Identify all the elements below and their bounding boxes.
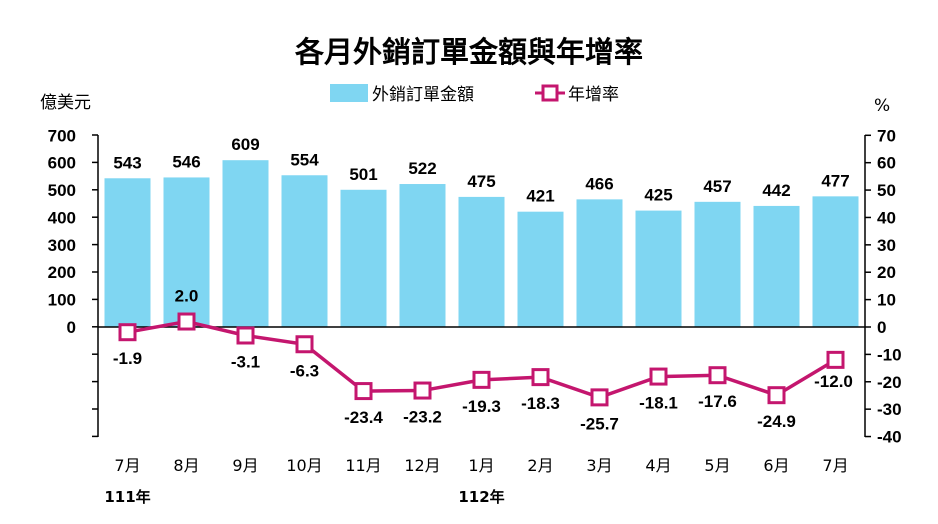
bar-value-label: 457	[703, 177, 731, 196]
x-axis-category-label: 7月	[114, 456, 140, 475]
growth-rate-marker	[826, 350, 845, 369]
bar-value-label: 501	[349, 165, 377, 184]
legend: 外銷訂單金額 年增率	[330, 84, 619, 105]
left-axis-tick-label: 300	[48, 236, 76, 255]
growth-rate-marker	[708, 366, 727, 385]
left-axis-tick-label: 500	[48, 181, 76, 200]
right-axis-tick-label: 50	[877, 181, 896, 200]
growth-rate-marker	[472, 370, 491, 389]
legend-line-marker	[541, 84, 559, 102]
x-axis-category-label: 8月	[173, 456, 199, 475]
right-axis-tick-label: -30	[877, 400, 902, 419]
bar-value-label: 543	[113, 153, 141, 172]
growth-rate-marker	[177, 312, 196, 331]
right-axis-tick-label: -20	[877, 373, 902, 392]
right-axis-tick-label: 0	[877, 318, 886, 337]
legend-bar-label: 外銷訂單金額	[372, 85, 474, 105]
right-axis-tick-label: 10	[877, 291, 896, 310]
bar	[635, 210, 682, 327]
bar-value-label: 609	[231, 135, 259, 154]
right-axis-tick-label: 60	[877, 154, 896, 173]
growth-rate-value-label: -17.6	[698, 392, 737, 411]
bar	[222, 160, 269, 327]
right-axis-unit: %	[874, 96, 890, 116]
left-axis-tick-label: 600	[48, 154, 76, 173]
growth-rate-marker	[649, 367, 668, 386]
growth-rate-marker	[767, 386, 786, 405]
bar	[694, 201, 741, 327]
growth-rate-marker	[590, 388, 609, 407]
growth-rate-value-label: -24.9	[757, 412, 796, 431]
x-axis-category-label: 12月	[404, 456, 440, 475]
left-axis-tick-label: 0	[67, 318, 76, 337]
chart-title: 各月外銷訂單金額與年增率	[294, 35, 643, 69]
bar-value-label: 475	[467, 172, 495, 191]
x-axis-year-label: 111年	[104, 488, 150, 506]
x-axis-category-label: 5月	[704, 456, 730, 475]
x-axis-category-label: 9月	[232, 456, 258, 475]
growth-rate-marker	[413, 381, 432, 400]
legend-line-label: 年增率	[568, 85, 619, 105]
bar	[753, 205, 800, 327]
x-axis-category-label: 7月	[822, 456, 848, 475]
left-axis-tick-label: 400	[48, 208, 76, 227]
bar-value-label: 442	[762, 181, 790, 200]
bar-value-label: 466	[585, 174, 613, 193]
left-axis-tick-label: 700	[48, 126, 76, 145]
growth-rate-value-label: -23.4	[344, 408, 383, 427]
bar	[458, 196, 505, 327]
bar	[340, 189, 387, 327]
growth-rate-value-label: -6.3	[290, 361, 319, 380]
bar-value-label: 425	[644, 186, 672, 205]
left-axis-tick-label: 100	[48, 291, 76, 310]
bar	[812, 196, 859, 327]
growth-rate-value-label: -1.9	[113, 349, 142, 368]
plot-area: 543 546 609 554 501 522 475 421 466 425 457 442 477 0…	[48, 126, 902, 506]
right-axis-tick-label: 30	[877, 236, 896, 255]
bar-value-label: 421	[526, 187, 554, 206]
x-axis-category-label: 11月	[345, 456, 381, 475]
growth-rate-value-label: 2.0	[175, 287, 199, 306]
right-axis-tick-label: 20	[877, 263, 896, 282]
bar	[517, 211, 564, 327]
bar	[163, 177, 210, 327]
bar-value-label: 477	[821, 171, 849, 190]
growth-rate-marker	[531, 368, 550, 387]
right-axis-tick-label: 70	[877, 126, 896, 145]
growth-rate-value-label: -19.3	[462, 397, 501, 416]
x-axis-year-label: 112年	[458, 488, 504, 506]
growth-rate-value-label: -12.0	[814, 372, 853, 391]
growth-rate-value-label: -18.1	[639, 394, 678, 413]
growth-rate-marker	[295, 335, 314, 354]
bar	[399, 184, 446, 327]
x-axis-category-label: 1月	[468, 456, 494, 475]
right-axis-tick-label: -40	[877, 428, 902, 447]
x-axis-category-label: 3月	[586, 456, 612, 475]
x-axis-category-label: 10月	[286, 456, 322, 475]
bar-value-label: 546	[172, 152, 200, 171]
x-axis-category-label: 4月	[645, 456, 671, 475]
bar-value-label: 554	[290, 150, 319, 169]
bar-value-label: 522	[408, 159, 436, 178]
growth-rate-marker	[354, 382, 373, 401]
growth-rate-marker	[118, 323, 137, 342]
bar	[104, 178, 151, 327]
right-axis-tick-label: -10	[877, 345, 902, 364]
growth-rate-marker	[236, 326, 255, 345]
growth-rate-value-label: -25.7	[580, 414, 619, 433]
growth-rate-value-label: -3.1	[231, 352, 260, 371]
x-axis-category-label: 6月	[763, 456, 789, 475]
legend-bar-swatch	[330, 84, 368, 102]
bar	[281, 175, 328, 327]
x-axis-category-label: 2月	[527, 456, 553, 475]
growth-rate-value-label: -23.2	[403, 408, 442, 427]
right-axis-tick-label: 40	[877, 208, 896, 227]
left-axis-unit: 億美元	[40, 93, 91, 113]
bar	[576, 199, 623, 327]
left-axis-tick-label: 200	[48, 263, 76, 282]
growth-rate-value-label: -18.3	[521, 394, 560, 413]
